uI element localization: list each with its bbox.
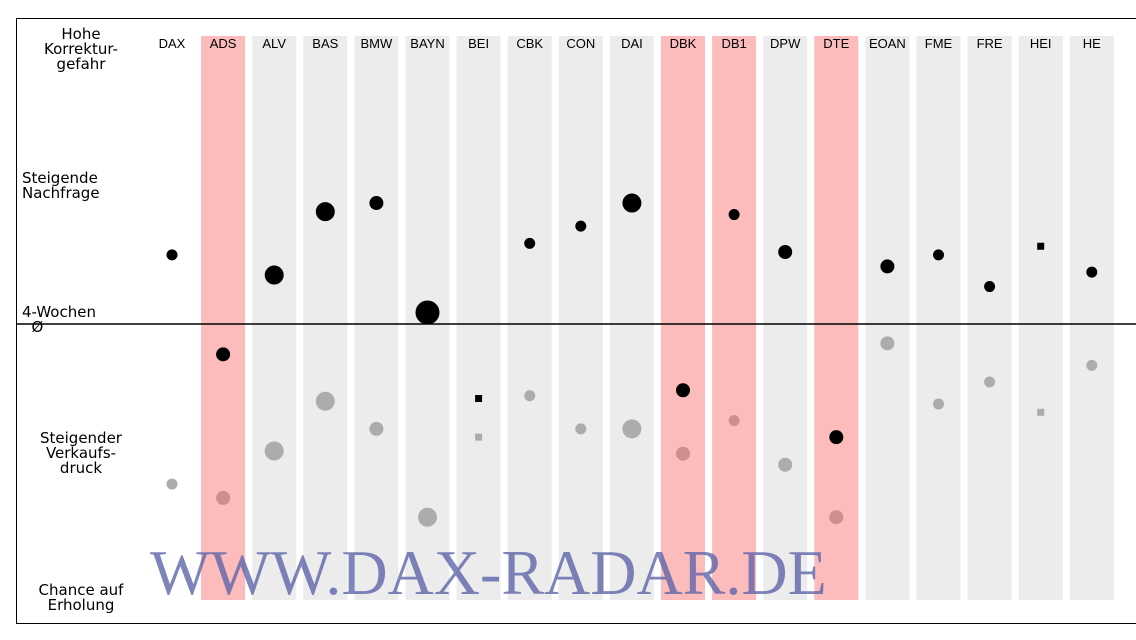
previous-point-cbk — [524, 390, 536, 402]
tick-label-dbk: DBK — [670, 36, 697, 51]
current-point-alv — [264, 265, 284, 285]
tick-label-ads: ADS — [210, 36, 237, 51]
current-point-dai — [622, 193, 642, 213]
current-point-bas — [315, 202, 335, 222]
tick-label-con: CON — [566, 36, 595, 51]
previous-point-db1 — [728, 415, 740, 427]
previous-point-bayn — [418, 507, 437, 527]
previous-point-dpw — [778, 457, 793, 472]
column-con — [558, 36, 603, 600]
tick-label-alv: ALV — [262, 36, 286, 51]
current-point-fre — [984, 281, 996, 293]
tick-label-dpw: DPW — [770, 36, 801, 51]
tick-label-dte: DTE — [823, 36, 849, 51]
current-point-db1 — [728, 209, 740, 221]
current-point-bmw — [369, 196, 384, 211]
previous-point-bmw — [369, 421, 384, 436]
y-label-top: Hohe Korrektur- gefahr — [44, 25, 118, 73]
current-point-bayn — [415, 300, 440, 325]
tick-label-bas: BAS — [312, 36, 338, 51]
current-point-fme — [933, 249, 944, 261]
current-point-dbk — [676, 383, 690, 398]
tick-label-hen: HE — [1083, 36, 1101, 51]
tick-label-hei: HEI — [1030, 36, 1052, 51]
tick-label-bmw: BMW — [361, 36, 394, 51]
y-label-recovery: Chance auf Erholung — [38, 581, 124, 614]
current-point-cbk — [524, 237, 536, 249]
column-dpw — [763, 36, 808, 600]
previous-point-dbk — [676, 446, 690, 461]
current-point-bei — [475, 395, 483, 403]
column-dbk — [661, 36, 705, 600]
column-dte — [814, 36, 859, 600]
tick-label-bayn: BAYN — [410, 36, 444, 51]
previous-point-eoan — [880, 336, 895, 351]
previous-point-bei — [475, 433, 483, 441]
current-point-ads — [216, 347, 231, 362]
current-point-con — [575, 220, 587, 232]
previous-point-bas — [315, 391, 335, 411]
previous-point-hei — [1037, 408, 1045, 416]
previous-point-dax — [166, 478, 178, 490]
previous-point-con — [575, 423, 587, 435]
tick-label-db1: DB1 — [721, 36, 746, 51]
previous-point-hen — [1086, 359, 1098, 371]
tick-label-bei: BEI — [468, 36, 489, 51]
column-fre — [967, 36, 1012, 600]
column-db1 — [712, 36, 757, 600]
previous-point-dte — [829, 510, 844, 525]
y-label-average: 4-Wochen Ø — [22, 303, 96, 336]
column-fme — [916, 36, 961, 600]
tick-label-cbk: CBK — [516, 36, 543, 51]
current-point-dte — [829, 430, 844, 445]
y-label-selling: Steigender Verkaufs- druck — [40, 429, 122, 477]
column-bei — [456, 36, 501, 600]
tick-label-dai: DAI — [621, 36, 643, 51]
current-point-hen — [1086, 266, 1098, 278]
chart-frame — [16, 18, 1136, 624]
tick-label-eoan: EOAN — [869, 36, 906, 51]
watermark: WWW.DAX-RADAR.DE — [150, 537, 827, 608]
column-cbk — [507, 36, 552, 600]
tick-label-fre: FRE — [977, 36, 1003, 51]
tick-label-dax: DAX — [159, 36, 186, 51]
y-label-demand: Steigende Nachfrage — [22, 169, 100, 202]
column-alv — [252, 36, 297, 600]
column-hen — [1069, 36, 1114, 600]
column-eoan — [865, 36, 910, 600]
previous-point-alv — [264, 441, 284, 461]
column-bmw — [354, 36, 399, 600]
current-point-dax — [166, 249, 178, 261]
previous-point-dai — [622, 419, 642, 439]
current-point-eoan — [880, 259, 895, 274]
column-dai — [609, 36, 654, 600]
previous-point-fre — [984, 376, 996, 388]
column-hei — [1018, 36, 1063, 600]
previous-point-fme — [933, 398, 944, 410]
column-ads — [201, 36, 246, 600]
column-bas — [303, 36, 348, 600]
tick-label-fme: FME — [925, 36, 953, 51]
current-point-hei — [1037, 242, 1045, 250]
previous-point-ads — [216, 490, 231, 505]
current-point-dpw — [778, 245, 793, 259]
